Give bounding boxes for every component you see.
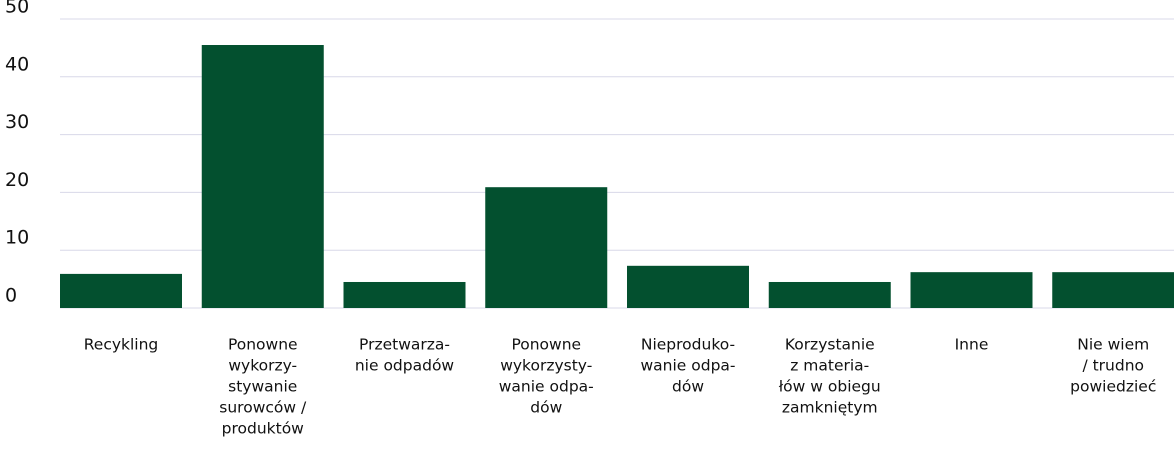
x-tick-label: Przetwarza- bbox=[359, 336, 450, 354]
x-tick-label: / trudno bbox=[1082, 357, 1144, 375]
bar bbox=[1052, 272, 1174, 308]
x-tick-label: wanie odpa- bbox=[640, 357, 735, 375]
bar bbox=[201, 45, 324, 308]
x-tick-label: Nieproduko- bbox=[641, 336, 735, 354]
y-tick-label: 30 bbox=[5, 111, 29, 133]
x-tick-label: zamkniętym bbox=[782, 399, 878, 417]
y-tick-label: 0 bbox=[5, 285, 17, 307]
x-tick-label: Nie wiem bbox=[1077, 336, 1149, 354]
x-tick-label: wykorzysty- bbox=[500, 357, 592, 375]
bar bbox=[343, 281, 466, 308]
x-tick-label: z materia- bbox=[790, 357, 869, 375]
x-tick-label: dów bbox=[672, 378, 704, 396]
bar bbox=[768, 281, 891, 308]
bar bbox=[910, 272, 1033, 308]
x-tick-label: surowców / bbox=[219, 399, 307, 417]
x-tick-label: nie odpadów bbox=[355, 357, 455, 375]
x-tick-label: Ponowne bbox=[228, 336, 298, 354]
x-tick-label: stywanie bbox=[228, 378, 297, 396]
x-tick-label: Recykling bbox=[84, 336, 159, 354]
x-tick-label: wanie odpa- bbox=[499, 378, 594, 396]
x-tick-label: wykorzy- bbox=[228, 357, 297, 375]
y-tick-label: 40 bbox=[5, 53, 29, 75]
bar bbox=[60, 273, 182, 308]
y-tick-label: 50 bbox=[5, 0, 29, 18]
y-tick-label: 20 bbox=[5, 169, 29, 191]
y-tick-label: 10 bbox=[5, 227, 29, 249]
x-tick-label: produktów bbox=[222, 420, 305, 438]
bar bbox=[627, 265, 749, 308]
x-tick-label: Korzystanie bbox=[785, 336, 875, 354]
x-tick-label: dów bbox=[530, 399, 562, 417]
x-tick-label: łów w obiegu bbox=[779, 378, 881, 396]
bar bbox=[485, 187, 608, 308]
x-tick-label: powiedzieć bbox=[1070, 378, 1156, 396]
x-tick-label: Inne bbox=[955, 336, 989, 354]
x-tick-label: Ponowne bbox=[511, 336, 581, 354]
